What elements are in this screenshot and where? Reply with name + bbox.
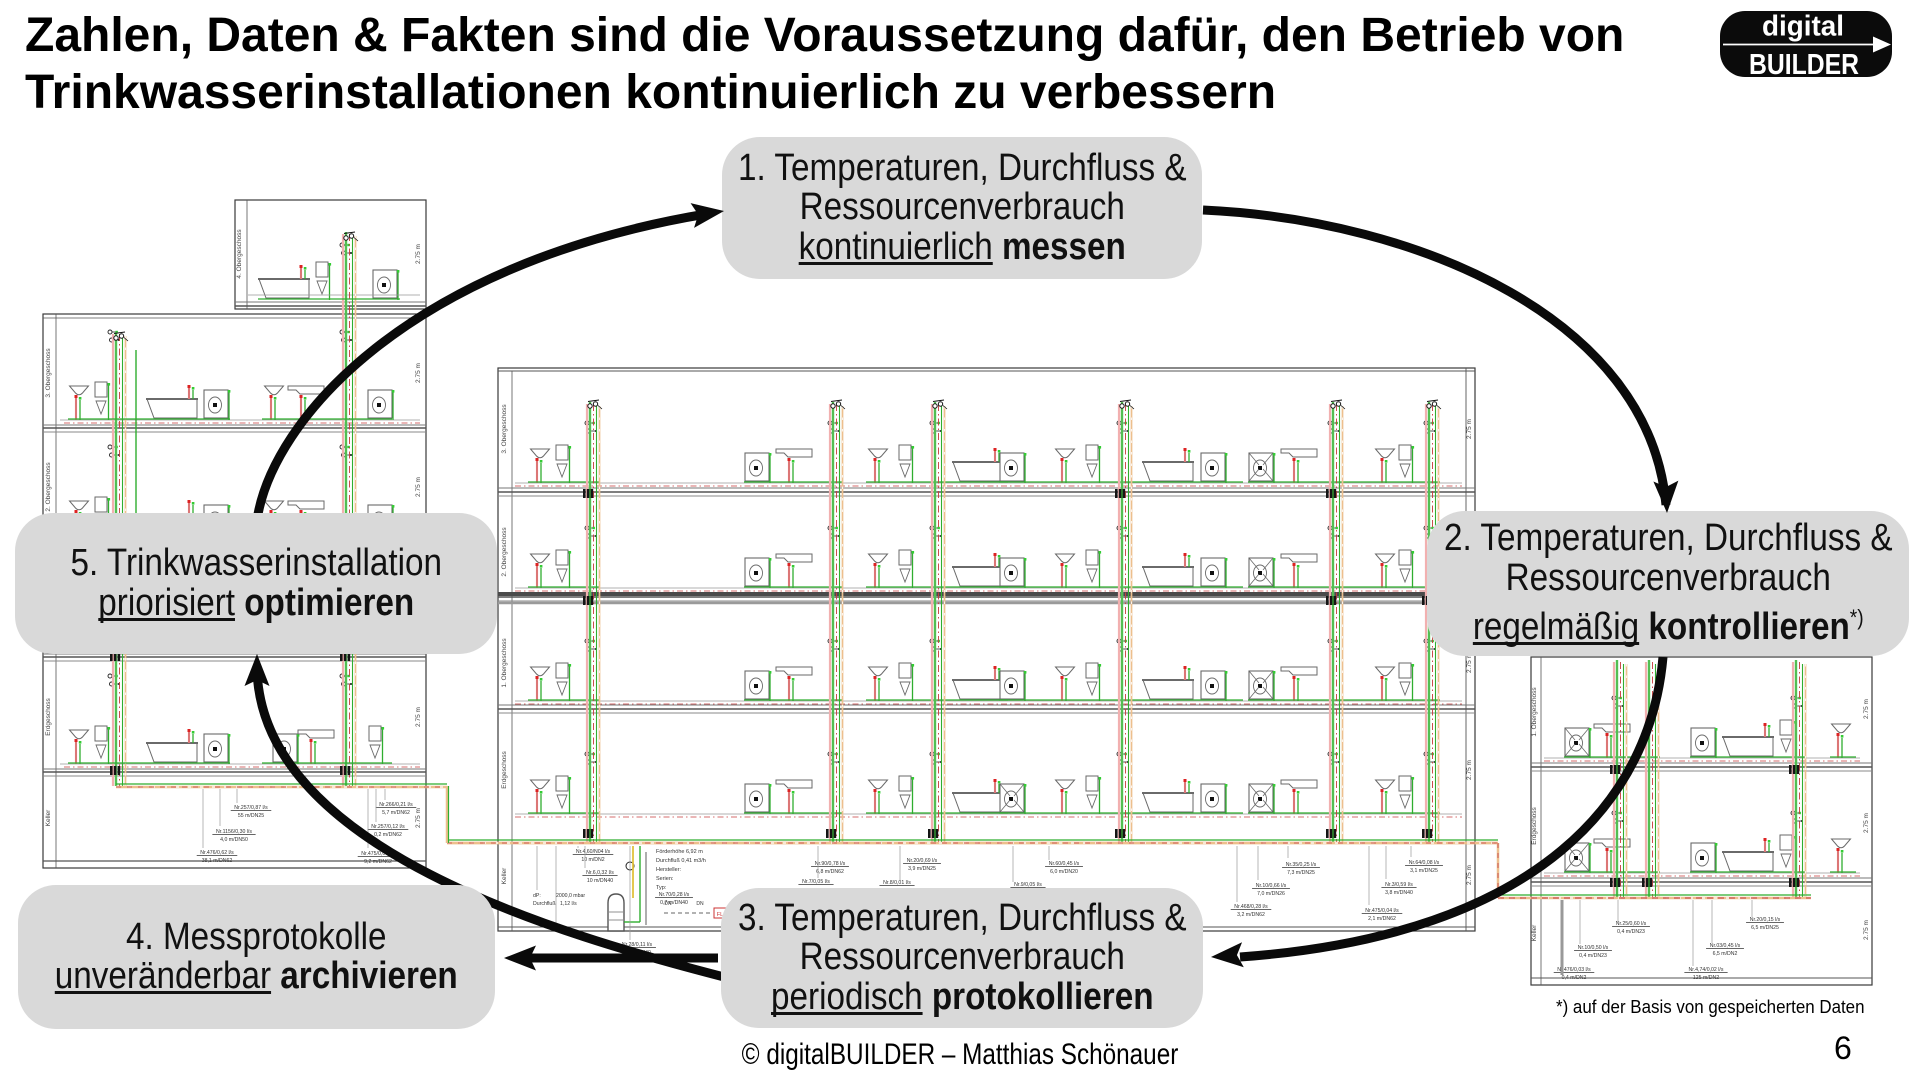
svg-text:0,7 m/DN40: 0,7 m/DN40 [660,900,688,906]
svg-text:38,1 m/DN62: 38,1 m/DN62 [202,858,233,864]
svg-text:2.75 m: 2.75 m [1466,760,1473,780]
svg-text:6,5 m/DN25: 6,5 m/DN25 [1751,925,1779,931]
svg-text:2.75 m: 2.75 m [415,244,422,264]
svg-text:Durchfluß: Durchfluß [533,901,556,907]
svg-text:7,0 m/DN26: 7,0 m/DN26 [1257,891,1285,897]
svg-text:Nr.03/0,45 l/s: Nr.03/0,45 l/s [1710,943,1741,949]
svg-text:Keller: Keller [501,867,508,884]
svg-text:Durchfluß 0,41 m3/h: Durchfluß 0,41 m3/h [656,858,706,864]
svg-text:7,3 m/DN25: 7,3 m/DN25 [1287,870,1315,876]
svg-text:2.75 m: 2.75 m [415,363,422,383]
svg-text:2. Obergeschoss: 2. Obergeschoss [501,527,508,577]
svg-text:Nr.10/0,66 l/s: Nr.10/0,66 l/s [1256,883,1287,889]
svg-text:Nr.257/0,87 l/s: Nr.257/0,87 l/s [234,805,268,811]
svg-text:Nr.7/0,05 l/s: Nr.7/0,05 l/s [802,879,830,885]
svg-text:Nr.60/0,45 l/s: Nr.60/0,45 l/s [1049,861,1080,867]
svg-text:dP:: dP: [533,893,541,899]
svg-text:2.75 m: 2.75 m [1863,813,1870,833]
svg-text:BUILDER: BUILDER [1749,49,1859,81]
svg-text:Hersteller:: Hersteller: [656,867,682,873]
svg-text:Nr.20/0,69 l/s: Nr.20/0,69 l/s [907,858,938,864]
svg-text:2.75 m: 2.75 m [1466,653,1473,673]
svg-text:Erdgeschoss: Erdgeschoss [501,750,508,788]
svg-text:Nr.25/0,60 l/s: Nr.25/0,60 l/s [1616,921,1647,927]
svg-text:2.75 m: 2.75 m [1863,920,1870,940]
svg-text:1. Obergeschoss: 1. Obergeschoss [501,638,508,688]
svg-text:Nr.28/0,11 l/s: Nr.28/0,11 l/s [622,942,653,948]
svg-text:Nr.3/0,59 l/s: Nr.3/0,59 l/s [1385,882,1413,888]
svg-text:2.75 m: 2.75 m [415,707,422,727]
svg-text:Nr.70/0,28 l/s: Nr.70/0,28 l/s [659,892,690,898]
svg-text:Nr.90/0,78 l/s: Nr.90/0,78 l/s [815,861,846,867]
svg-text:DN: DN [664,901,672,907]
svg-text:55 m/DN25: 55 m/DN25 [238,813,264,819]
svg-text:Nr.1156/0,30 l/s: Nr.1156/0,30 l/s [216,829,252,835]
svg-text:3,8 m/DN40: 3,8 m/DN40 [1385,890,1413,896]
svg-text:10 m/DN40: 10 m/DN40 [587,878,613,884]
svg-text:0,4 m/DN23: 0,4 m/DN23 [1617,929,1645,935]
svg-text:Nr.20/0,15 l/s: Nr.20/0,15 l/s [1750,917,1781,923]
svg-text:Nr.64/0,08 l/s: Nr.64/0,08 l/s [1409,860,1440,866]
svg-text:3,9 m/DN25: 3,9 m/DN25 [908,866,936,872]
svg-text:Nr.266/0,21 l/s: Nr.266/0,21 l/s [379,802,413,808]
svg-text:Nr.6,0,32 l/s: Nr.6,0,32 l/s [586,870,614,876]
svg-text:digital: digital [1762,11,1844,43]
svg-text:2.75 m: 2.75 m [415,477,422,497]
svg-text:Nr.9/0,05 l/s: Nr.9/0,05 l/s [1014,882,1042,888]
svg-text:Keller: Keller [45,809,52,826]
svg-text:2.75 m: 2.75 m [1863,699,1870,719]
svg-text:Nr.476/0,03 l/s: Nr.476/0,03 l/s [1557,967,1591,973]
svg-text:Erdgeschoss: Erdgeschoss [45,697,52,735]
svg-text:125 m/DN2: 125 m/DN2 [1693,975,1719,981]
svg-text:Keller: Keller [1531,924,1538,941]
svg-text:3,2 m/DN62: 3,2 m/DN62 [1237,912,1265,918]
svg-text:2.75 m: 2.75 m [415,808,422,828]
svg-text:0,4 m/DN23: 0,4 m/DN23 [1579,953,1607,959]
svg-text:2. Obergeschoss: 2. Obergeschoss [45,462,52,512]
svg-text:Förderhöhe 6,92 m: Förderhöhe 6,92 m [656,849,703,855]
svg-text:2,1 m/DN62: 2,1 m/DN62 [1368,916,1396,922]
svg-text:0,2 m/DN62: 0,2 m/DN62 [374,832,402,838]
svg-text:2.75 m: 2.75 m [1466,419,1473,439]
svg-text:3,1 m/DN25: 3,1 m/DN25 [1410,868,1438,874]
svg-text:FL: FL [717,912,723,918]
svg-text:Nr.10/0,50 l/s: Nr.10/0,50 l/s [1578,945,1609,951]
svg-text:4. Obergeschoss: 4. Obergeschoss [236,229,243,279]
svg-text:Nr.476/0,62 l/s: Nr.476/0,62 l/s [200,850,234,856]
svg-text:1,12 l/s: 1,12 l/s [560,901,577,907]
svg-text:Nr.35/0,25 l/s: Nr.35/0,25 l/s [1286,862,1317,868]
svg-text:3. Obergeschoss: 3. Obergeschoss [501,404,508,454]
svg-text:0,4 m/DN2: 0,4 m/DN2 [1562,975,1587,981]
svg-text:Nr.257/0,12 l/s: Nr.257/0,12 l/s [371,824,405,830]
svg-text:Nr.475/0,04 l/s: Nr.475/0,04 l/s [1365,908,1399,914]
svg-text:6,0 m/DN20: 6,0 m/DN20 [1050,869,1078,875]
svg-text:5,7 m/DN62: 5,7 m/DN62 [382,810,410,816]
svg-text:Nr.4,60/N04 l/s: Nr.4,60/N04 l/s [576,849,611,855]
svg-text:6,8 m/DN62: 6,8 m/DN62 [816,869,844,875]
svg-text:Nr.8/0,01 l/s: Nr.8/0,01 l/s [883,880,911,886]
svg-text:DN: DN [696,901,704,907]
svg-text:6,5 m/DN2: 6,5 m/DN2 [1713,951,1738,957]
svg-text:Nr.475/0,04 l/s: Nr.475/0,04 l/s [361,851,395,857]
svg-text:2.75 m: 2.75 m [1466,865,1473,885]
svg-text:Nr.4,74/0,02 l/s: Nr.4,74/0,02 l/s [1689,967,1724,973]
svg-text:4,0 m/DN50: 4,0 m/DN50 [220,837,248,843]
svg-text:Serien:: Serien: [656,876,674,882]
svg-text:Nr.468/0,28 l/s: Nr.468/0,28 l/s [1234,904,1268,910]
svg-text:3. Obergeschoss: 3. Obergeschoss [45,348,52,398]
svg-text:10 m/DN2: 10 m/DN2 [581,857,604,863]
svg-text:Erdgeschoss: Erdgeschoss [1531,806,1538,844]
svg-text:9,2 m/DN62: 9,2 m/DN62 [364,859,392,865]
svg-text:1. Obergeschoss: 1. Obergeschoss [1531,687,1538,737]
svg-text:2000,0 mbar: 2000,0 mbar [556,893,585,899]
svg-text:Typ:: Typ: [656,885,667,891]
